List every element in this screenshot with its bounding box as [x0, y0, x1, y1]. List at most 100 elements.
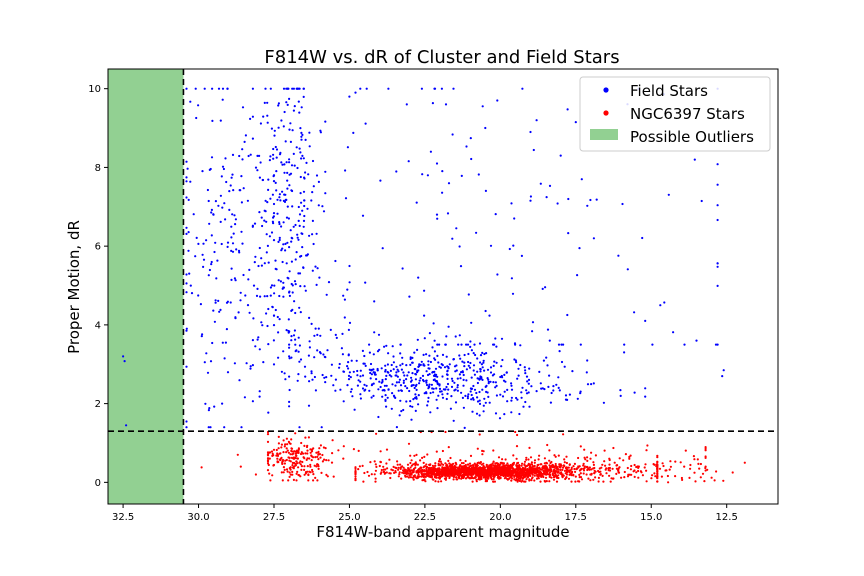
series-1-point-2327 — [689, 463, 692, 467]
series-1-point-939 — [533, 479, 536, 482]
series-1-point-2133 — [296, 470, 299, 473]
series-1-point-2049 — [282, 471, 285, 474]
series-1-point-2281 — [546, 443, 549, 447]
series-0-point-508 — [441, 364, 444, 367]
series-1-point-1484 — [385, 471, 388, 474]
x-tick-label-3: 25.0 — [338, 512, 360, 523]
series-1-point-1022 — [404, 475, 407, 478]
series-0-point-8 — [425, 383, 429, 387]
series-1-point-2101 — [276, 457, 279, 460]
series-0-point-57 — [352, 370, 355, 373]
series-0-point-264 — [487, 378, 490, 381]
series-0-point-391 — [421, 374, 425, 377]
series-0-point-1170 — [379, 179, 382, 182]
series-1-point-1980 — [312, 473, 315, 476]
series-1-point-1818 — [425, 463, 428, 466]
series-0-point-231 — [356, 384, 359, 387]
series-0-point-64 — [543, 388, 546, 391]
series-1-point-1476 — [544, 473, 547, 476]
series-0-point-358 — [434, 367, 438, 370]
series-0-point-78 — [409, 405, 412, 408]
series-1-point-2166 — [321, 460, 324, 463]
series-0-point-876 — [210, 234, 213, 237]
series-0-point-450 — [405, 378, 408, 381]
series-0-point-895 — [230, 267, 233, 270]
series-0-point-499 — [453, 389, 456, 392]
series-0-point-512 — [417, 403, 420, 406]
series-0-point-908 — [243, 140, 246, 143]
series-0-point-89 — [397, 370, 400, 373]
series-1-point-2089 — [304, 452, 307, 455]
series-1-point-2191 — [309, 451, 312, 454]
series-1-point-688 — [354, 467, 357, 470]
series-0-point-1147 — [716, 183, 719, 186]
series-0-point-309 — [427, 360, 430, 363]
series-0-point-748 — [298, 213, 302, 216]
series-0-point-836 — [185, 87, 188, 90]
series-1-point-2070 — [310, 459, 313, 462]
series-1-point-556 — [422, 461, 425, 464]
series-0-point-79 — [619, 389, 622, 392]
series-1-point-2059 — [287, 479, 290, 482]
series-0-point-818 — [272, 222, 275, 225]
series-0-point-229 — [323, 376, 326, 379]
series-0-point-466 — [418, 382, 421, 385]
series-0-point-1151 — [373, 300, 376, 303]
series-0-point-25 — [482, 410, 485, 413]
series-1-point-1827 — [509, 469, 512, 472]
series-0-point-1205 — [343, 298, 346, 301]
series-0-point-366 — [438, 387, 442, 390]
series-1-point-1933 — [434, 467, 437, 471]
series-0-point-631 — [297, 272, 300, 275]
series-0-point-486 — [469, 390, 472, 393]
series-0-point-1009 — [214, 200, 217, 203]
series-0-point-385 — [510, 388, 514, 391]
series-0-point-534 — [411, 405, 414, 408]
series-0-point-459 — [464, 394, 467, 397]
series-0-point-299 — [445, 335, 448, 338]
series-1-point-2307 — [689, 467, 692, 470]
series-0-point-400 — [483, 369, 486, 372]
series-1-point-918 — [620, 476, 623, 479]
series-1-point-1113 — [434, 480, 437, 483]
series-1-point-1796 — [516, 480, 519, 483]
series-1-point-1525 — [643, 466, 646, 469]
series-1-point-2144 — [337, 449, 340, 452]
series-1-point-1960 — [656, 467, 659, 470]
series-0-point-890 — [272, 324, 276, 327]
series-0-point-900 — [230, 225, 233, 228]
series-1-point-2214 — [469, 454, 473, 457]
series-0-point-863 — [221, 402, 224, 405]
series-0-point-695 — [256, 287, 259, 290]
series-0-point-243 — [433, 350, 436, 353]
series-0-point-825 — [300, 106, 303, 109]
series-0-point-475 — [351, 395, 354, 398]
series-0-point-1214 — [334, 259, 337, 263]
series-0-point-535 — [338, 366, 341, 369]
series-0-point-1188 — [363, 383, 366, 386]
series-0-point-487 — [373, 373, 376, 376]
series-1-point-1919 — [617, 469, 620, 472]
series-0-point-346 — [525, 375, 529, 378]
series-0-point-485 — [419, 377, 422, 380]
series-1-point-2017 — [291, 470, 294, 473]
series-0-point-177 — [448, 363, 451, 366]
series-0-point-34 — [503, 413, 506, 416]
series-1-point-1890 — [480, 476, 483, 479]
series-1-point-2207 — [538, 454, 541, 457]
series-0-point-148 — [368, 389, 371, 392]
series-0-point-809 — [284, 249, 287, 252]
series-0-point-871 — [202, 242, 205, 245]
series-1-point-1705 — [424, 480, 427, 483]
series-1-point-1947 — [430, 474, 433, 477]
series-0-point-882 — [190, 292, 194, 295]
series-0-point-931 — [187, 198, 190, 201]
series-1-point-1689 — [460, 475, 463, 478]
series-0-point-1240 — [122, 355, 125, 358]
series-1-point-1652 — [496, 464, 499, 467]
series-1-point-1562 — [492, 474, 495, 477]
series-1-point-2283 — [559, 468, 562, 472]
series-1-point-1950 — [562, 464, 565, 467]
series-1-point-2280 — [375, 432, 378, 435]
